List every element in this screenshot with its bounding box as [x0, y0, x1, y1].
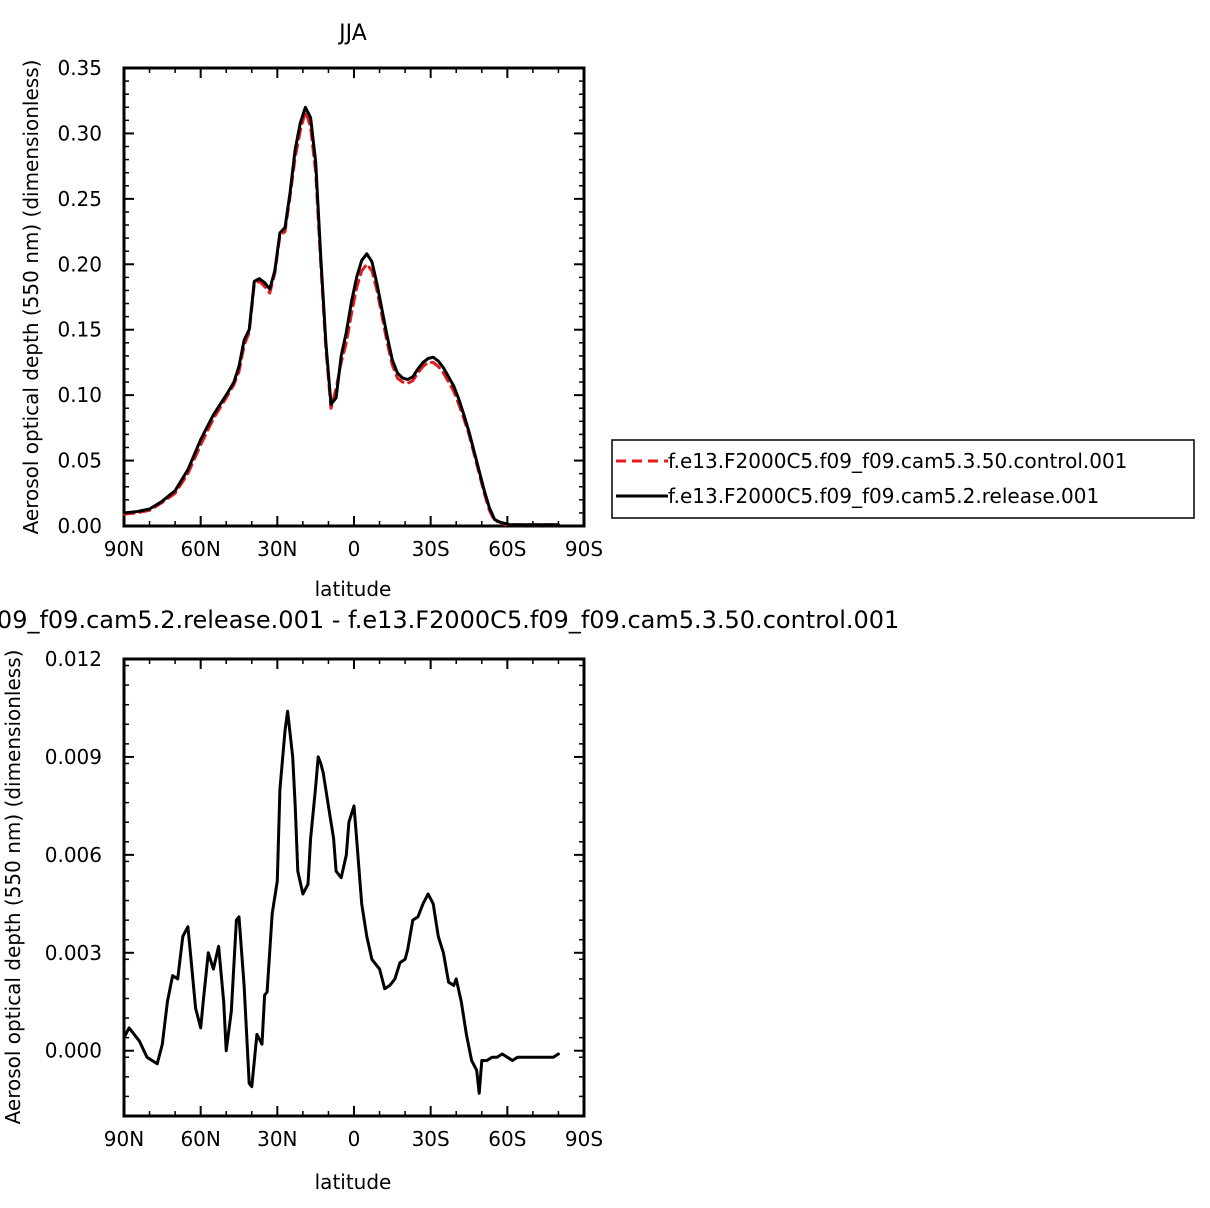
top-chart-title: JJA: [337, 21, 367, 46]
bottom-xtick-label: 60S: [488, 1127, 526, 1151]
top-ytick-label: 0.05: [57, 449, 102, 473]
top-ytick-label: 0.20: [57, 252, 102, 276]
top-xtick-label: 0: [348, 537, 361, 561]
legend-box: [611, 439, 1195, 519]
bottom-ytick-label: 0.012: [45, 647, 102, 671]
top-ytick-label: 0.25: [57, 187, 102, 211]
top-series-line-1: [122, 105, 560, 527]
top-chart: JJA 90N 60N 30N 0 30S 60S 90S 0.00 0.05 0.10 0.15 0…: [19, 21, 1195, 601]
bottom-plot-frame: [122, 657, 586, 1118]
legend-items: f.e13.F2000C5.f09_f09.cam5.3.50.control.…: [616, 449, 1127, 508]
bottom-chart: f.e13.F2000C5.f09_f09.cam5.2.release.001…: [0, 606, 899, 1194]
bottom-ticks: 90N 60N 30N 0 30S 60S 90S 0.000 0.003 0.006 0.009 0…: [45, 647, 603, 1151]
legend-label: f.e13.F2000C5.f09_f09.cam5.3.50.control.…: [668, 449, 1127, 473]
top-series-line-0: [122, 109, 560, 527]
top-ylabel: Aerosol optical depth (550 nm) (dimensio…: [19, 60, 43, 535]
top-chart-gridless-plot: 90N 60N 30N 0 30S 60S 90S 0.00 0.05 0.10 0.15 0.20 0…: [57, 56, 603, 561]
legend-label: f.e13.F2000C5.f09_f09.cam5.2.release.001: [668, 484, 1099, 508]
bottom-ylabel: Aerosol optical depth (550 nm) (dimensio…: [1, 650, 25, 1125]
top-xtick-label: 60N: [180, 537, 220, 561]
top-xtick-label: 30N: [257, 537, 297, 561]
top-xtick-label: 90S: [565, 537, 603, 561]
top-ytick-label: 0.35: [57, 56, 102, 80]
top-ytick-label: 0.30: [57, 121, 102, 145]
bottom-series: [122, 709, 560, 1095]
bottom-ytick-label: 0.009: [45, 745, 102, 769]
bottom-xtick-label: 60N: [180, 1127, 220, 1151]
bottom-xtick-label: 30N: [257, 1127, 297, 1151]
bottom-xtick-label: 0: [348, 1127, 361, 1151]
bottom-series-line-0: [122, 709, 560, 1095]
bottom-ytick-label: 0.003: [45, 941, 102, 965]
bottom-chart-plot: 90N 60N 30N 0 30S 60S 90S 0.000 0.003 0.006 0.009 0…: [45, 647, 603, 1151]
top-ticks: 90N 60N 30N 0 30S 60S 90S 0.00 0.05 0.10 0.15 0.20 0…: [57, 56, 603, 561]
bottom-xlabel: latitude: [315, 1170, 392, 1194]
bottom-xtick-label: 90S: [565, 1127, 603, 1151]
top-ytick-label: 0.15: [57, 318, 102, 342]
bottom-ytick-label: 0.006: [45, 843, 102, 867]
bottom-xtick-label: 90N: [104, 1127, 144, 1151]
top-ytick-label: 0.00: [57, 514, 102, 538]
bottom-xtick-label: 30S: [412, 1127, 450, 1151]
top-series: [122, 105, 560, 527]
top-ytick-label: 0.10: [57, 383, 102, 407]
top-xtick-label: 90N: [104, 537, 144, 561]
top-xtick-label: 30S: [412, 537, 450, 561]
bottom-ytick-label: 0.000: [45, 1039, 102, 1063]
top-xtick-label: 60S: [488, 537, 526, 561]
top-legend: f.e13.F2000C5.f09_f09.cam5.3.50.control.…: [611, 439, 1195, 519]
top-xlabel: latitude: [315, 577, 392, 601]
bottom-chart-title: f.e13.F2000C5.f09_f09.cam5.2.release.001…: [0, 606, 899, 634]
